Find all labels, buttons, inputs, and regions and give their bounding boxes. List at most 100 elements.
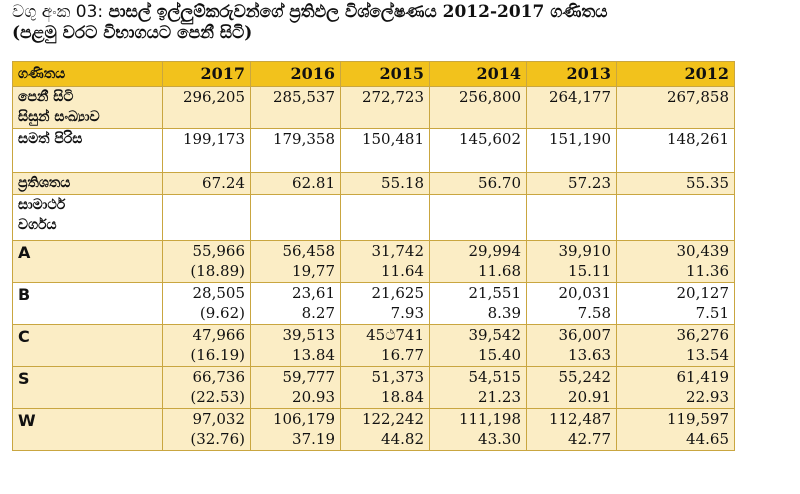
table-cell: 55.35 (616, 172, 735, 195)
row-label: සමත් පිරිස (12, 128, 163, 173)
year-header: 2013 (526, 61, 617, 87)
table-row: ප්‍රතිශතය 67.24 62.81 55.18 56.70 57.23 … (12, 172, 735, 195)
table-row: B 28,505 (9.62) 23,61 8.27 21,625 7.93 21,5… (12, 282, 735, 325)
table-cell (340, 194, 430, 241)
table-cell: 256,800 (429, 86, 527, 129)
grade-label: C (12, 324, 163, 367)
table-row: සාමාර්ථ වර්ගය (12, 194, 735, 241)
year-header: 2014 (429, 61, 527, 87)
table-cell: 119,597 44.65 (616, 408, 735, 451)
table-cell: 111,198 43.30 (429, 408, 527, 451)
grade-percent: 44.82 (381, 430, 424, 448)
table-cell: 56,458 19,77 (250, 240, 341, 283)
table-cell: 28,505 (9.62) (162, 282, 251, 325)
table-cell: 30,439 11.36 (616, 240, 735, 283)
row-label-line: පෙනී සිටි (18, 89, 74, 105)
caption-subtitle: (පළමු වරට විභාගයට පෙනී සිටි) (12, 23, 253, 43)
table-cell: 23,61 8.27 (250, 282, 341, 325)
table-cell: 122,242 44.82 (340, 408, 430, 451)
grade-count: 23,61 (292, 284, 335, 302)
grade-count: 54,515 (468, 368, 522, 386)
grade-percent: 20.93 (292, 388, 335, 406)
table-cell: 59,777 20.93 (250, 366, 341, 409)
table-cell: 61,419 22.93 (616, 366, 735, 409)
grade-percent: 43.30 (478, 430, 521, 448)
table-cell: 39,542 15.40 (429, 324, 527, 367)
grade-count: 111,198 (458, 410, 521, 428)
grade-percent: 42.77 (568, 430, 611, 448)
grade-count: 30,439 (676, 242, 730, 260)
table-cell: 54,515 21.23 (429, 366, 527, 409)
grade-percent: (9.62) (199, 304, 245, 322)
row-label-line: සාමාර්ථ (18, 197, 66, 213)
grade-count: 20,031 (558, 284, 612, 302)
grade-percent: 8.39 (487, 304, 521, 322)
table-cell: 151,190 (526, 128, 617, 173)
grade-percent: 13.54 (686, 346, 729, 364)
grade-count: 112,487 (548, 410, 611, 428)
grade-count: 39,910 (558, 242, 612, 260)
grade-count: 21,551 (468, 284, 522, 302)
table-cell: 55,966 (18.89) (162, 240, 251, 283)
table-row: S 66,736 (22.53) 59,777 20.93 51,373 18.84 … (12, 366, 735, 409)
grade-count: 39,513 (282, 326, 336, 344)
table-cell: 36,007 13.63 (526, 324, 617, 367)
table-cell (616, 194, 735, 241)
table-cell: 55,242 20.91 (526, 366, 617, 409)
caption-title: පාසල් ඉල්ලුම්කරුවන්ගේ ප්‍රතිඵල විශ්ලේෂණය… (108, 2, 608, 22)
grade-count: 28,505 (192, 284, 246, 302)
grade-percent: 11.64 (381, 262, 424, 280)
grade-percent: 11.36 (686, 262, 729, 280)
table-cell: 31,742 11.64 (340, 240, 430, 283)
table-cell: 39,513 13.84 (250, 324, 341, 367)
grade-percent: 19,77 (292, 262, 335, 280)
table-cell: 20,127 7.51 (616, 282, 735, 325)
table-cell: 62.81 (250, 172, 341, 195)
grade-percent: 44.65 (686, 430, 729, 448)
grade-count: 106,179 (272, 410, 335, 428)
table-cell: 21,551 8.39 (429, 282, 527, 325)
table-caption: වගු අංක 03: පාසල් ඉල්ලුම්කරුවන්ගේ ප්‍රති… (12, 2, 788, 44)
grade-percent: 15.40 (478, 346, 521, 364)
grade-count: 56,458 (282, 242, 336, 260)
grade-count: 55,966 (192, 242, 246, 260)
grade-count: 47,966 (192, 326, 246, 344)
year-header: 2015 (340, 61, 430, 87)
table-cell: 199,173 (162, 128, 251, 173)
grade-count: 21,625 (371, 284, 425, 302)
grade-count: 55,242 (558, 368, 612, 386)
grade-percent: (22.53) (190, 388, 245, 406)
subject-label: ගණිතය (12, 61, 163, 87)
grade-count: 97,032 (192, 410, 246, 428)
row-label-line: සිසුන් සංඛ්‍යාව (18, 109, 100, 125)
grade-percent: 7.51 (695, 304, 729, 322)
grade-percent: 13.84 (292, 346, 335, 364)
table-cell: 285,537 (250, 86, 341, 129)
grade-label: S (12, 366, 163, 409)
grade-count: 66,736 (192, 368, 246, 386)
grade-count: 20,127 (676, 284, 730, 302)
grade-percent: (18.89) (190, 262, 245, 280)
table-cell: 106,179 37.19 (250, 408, 341, 451)
table-cell (162, 194, 251, 241)
grade-count: 119,597 (666, 410, 729, 428)
table-row: A 55,966 (18.89) 56,458 19,77 31,742 11.64 … (12, 240, 735, 283)
table-cell: 39,910 15.11 (526, 240, 617, 283)
table-row: පෙනී සිටි සිසුන් සංඛ්‍යාව 296,205 285,53… (12, 86, 735, 129)
table-cell: 112,487 42.77 (526, 408, 617, 451)
table-cell: 179,358 (250, 128, 341, 173)
grade-label: W (12, 408, 163, 451)
results-table: ගණිතය 2017 2016 2015 2014 2013 2012 පෙනී… (12, 61, 735, 451)
table-cell: 57.23 (526, 172, 617, 195)
grade-count: 122,242 (361, 410, 424, 428)
table-cell: 296,205 (162, 86, 251, 129)
grade-percent: 37.19 (292, 430, 335, 448)
table-cell: 36,276 13.54 (616, 324, 735, 367)
grade-count: 59,777 (282, 368, 336, 386)
grade-count: 45ථ741 (366, 326, 424, 344)
table-cell: 145,602 (429, 128, 527, 173)
grade-percent: 21.23 (478, 388, 521, 406)
grade-percent: 8.27 (301, 304, 335, 322)
grade-count: 36,276 (676, 326, 730, 344)
grade-label: B (12, 282, 163, 325)
